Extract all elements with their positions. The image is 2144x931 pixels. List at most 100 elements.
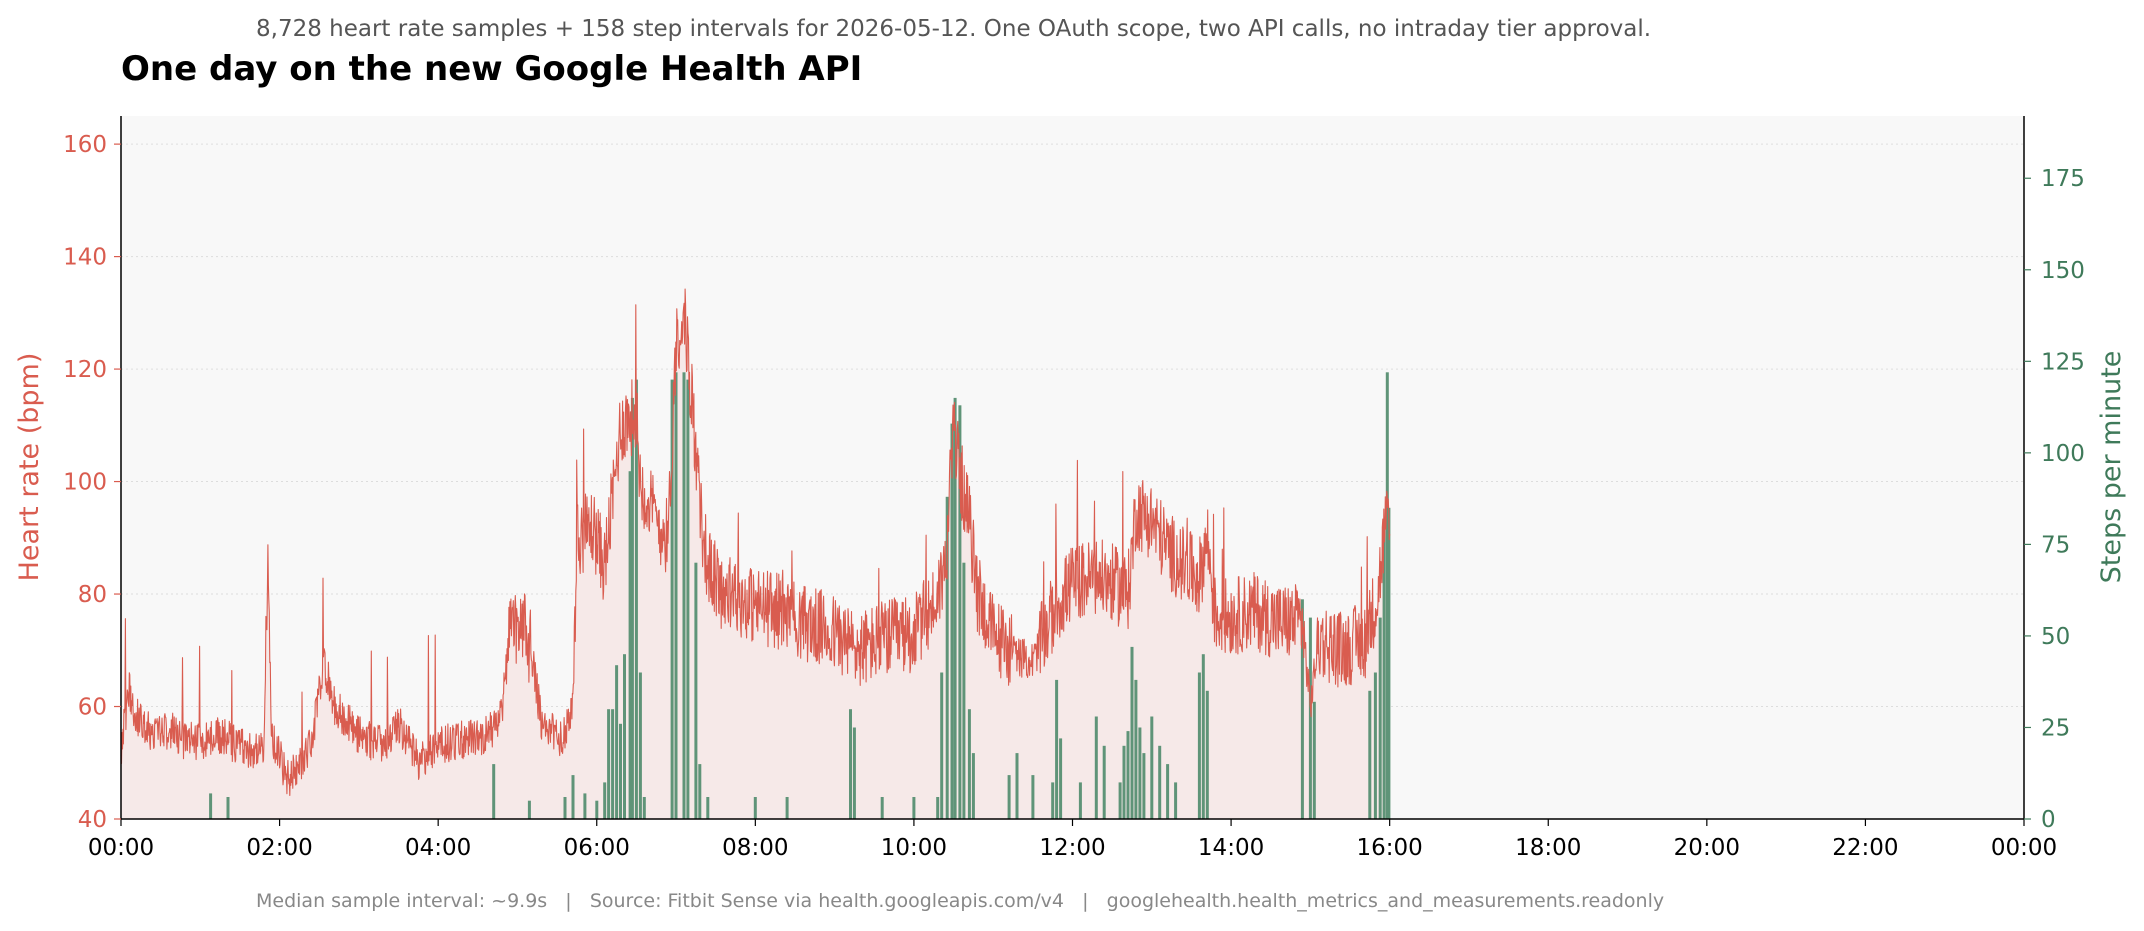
steps-bar [1150,716,1154,819]
steps-bar [1158,745,1162,819]
steps-bar [1174,782,1178,819]
y-right-label: Steps per minute [2096,351,2127,584]
x-tick-label: 06:00 [564,835,630,861]
steps-bar [1197,672,1201,819]
steps-bar [1126,731,1130,819]
steps-bar [563,797,567,819]
x-tick-label: 08:00 [722,835,788,861]
steps-bar [1134,679,1138,819]
steps-bar [638,672,642,819]
x-tick-label: 22:00 [1832,835,1898,861]
steps-bar [880,797,884,819]
steps-bar [226,797,230,819]
steps-bar [1094,716,1098,819]
steps-bar [607,709,611,819]
steps-bar [967,709,971,819]
steps-bar [630,397,634,819]
steps-bar [1308,617,1312,819]
steps-bar [595,800,599,819]
y-left-ticks: 40 60 80 100 120 140 160 [63,132,121,833]
heart-rate-series [120,288,1391,797]
steps-bar [958,405,962,819]
steps-bar [852,727,856,819]
y-left-tick-label: 120 [63,357,107,383]
steps-bar [698,764,702,819]
steps-bar [950,423,954,819]
y-left-tick-label: 40 [78,807,107,833]
steps-bar [1205,690,1209,819]
y-right-tick-label: 0 [2041,807,2056,833]
steps-bar [571,775,575,819]
steps-bar [1166,764,1170,819]
steps-bar [785,797,789,819]
steps-bar [686,379,690,819]
steps-bar [619,723,622,819]
steps-bar [849,709,852,819]
steps-bar [1130,646,1134,819]
y-left-label: Heart rate (bpm) [14,353,45,582]
y-left-tick-label: 100 [63,470,107,496]
steps-bar [1122,745,1126,819]
steps-bar [1059,738,1063,819]
steps-bar [953,397,957,819]
steps-bar [1382,526,1386,819]
steps-bar [1102,745,1106,819]
steps-bar [1142,753,1146,819]
x-tick-label: 20:00 [1674,835,1740,861]
steps-bar [1015,753,1019,819]
y-right-tick-label: 50 [2041,624,2070,650]
steps-bar [940,672,944,819]
heart-rate-fill [121,289,1390,820]
steps-bar [1387,507,1391,819]
steps-bar [1201,654,1205,819]
steps-bar [623,654,626,819]
chart-subtitle: 8,728 heart rate samples + 158 step inte… [256,16,1651,42]
steps-bar [706,797,710,819]
steps-bar [670,379,674,819]
y-left-tick-label: 60 [78,695,107,721]
steps-bar [628,471,632,819]
steps-bar [603,782,607,819]
steps-bar [1385,372,1389,819]
x-tick-label: 02:00 [246,835,312,861]
x-tick-label: 00:00 [88,835,154,861]
steps-bar [583,793,587,819]
steps-bar [1300,599,1304,819]
steps-bar [682,372,686,819]
steps-bar [1051,782,1055,819]
x-tick-label: 00:00 [1991,835,2057,861]
x-tick-label: 12:00 [1039,835,1105,861]
y-left-tick-label: 140 [63,245,107,271]
steps-bar [1312,701,1316,819]
heart-rate-line [120,288,1391,797]
x-tick-label: 04:00 [405,835,471,861]
steps-bar [1055,679,1059,819]
x-axis-ticks: 00:00 02:00 04:00 06:00 08:00 10:00 12:00 14:00… [88,819,2057,861]
y-left-tick-label: 160 [63,132,107,158]
steps-bar [615,665,619,819]
steps-bar [1031,775,1035,819]
steps-bar [642,797,646,819]
steps-bar [634,379,638,819]
steps-bar [694,562,698,819]
y-right-tick-label: 75 [2041,532,2070,558]
steps-bar [936,797,940,819]
y-left-tick-label: 80 [78,582,107,608]
steps-bar [1368,690,1372,819]
y-right-tick-label: 100 [2041,441,2085,467]
steps-bar [1378,617,1382,819]
y-right-tick-label: 125 [2041,349,2085,375]
steps-bar [1078,782,1082,819]
steps-bar [1007,775,1011,819]
chart-title: One day on the new Google Health API [121,49,862,89]
steps-bar [674,372,678,819]
x-tick-label: 14:00 [1198,835,1264,861]
steps-bar [1118,782,1122,819]
heart-rate-area [121,289,1390,820]
steps-bar [527,800,531,819]
y-right-tick-label: 175 [2041,166,2085,192]
y-right-tick-label: 25 [2041,715,2070,741]
steps-bar [971,753,975,819]
x-tick-label: 10:00 [881,835,947,861]
